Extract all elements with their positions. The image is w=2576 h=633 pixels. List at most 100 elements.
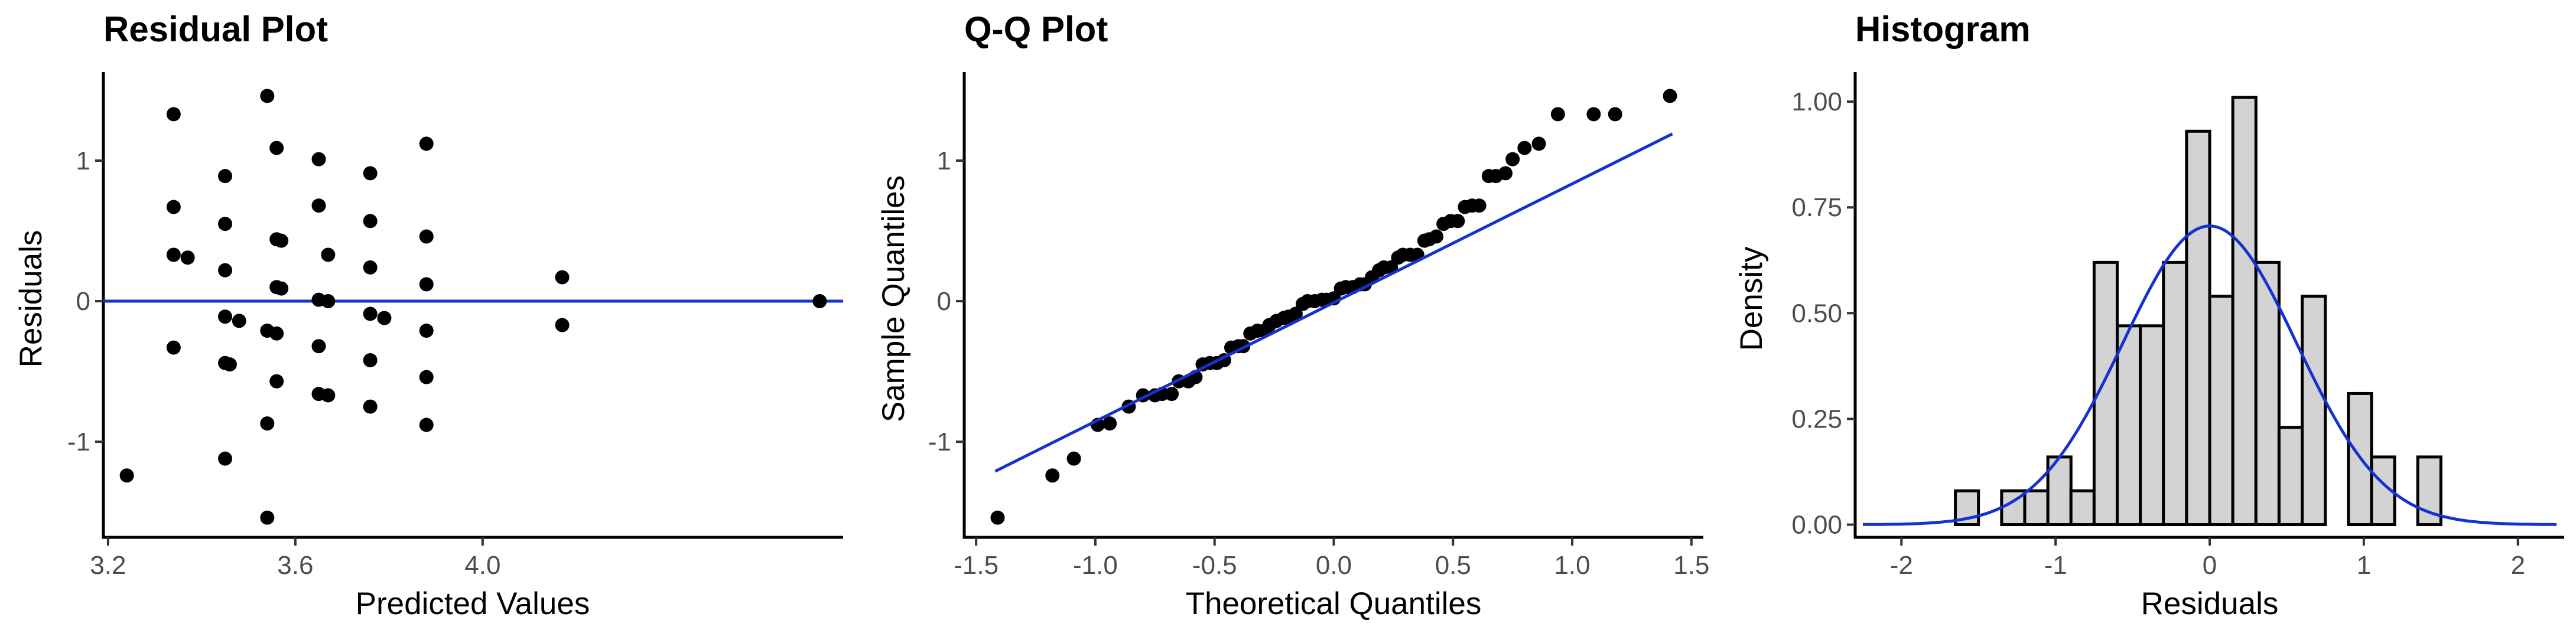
residual-plot-point (166, 247, 181, 262)
qq-plot-point (1586, 107, 1601, 122)
residual-plot-point (269, 141, 284, 155)
residual-plot-point (260, 89, 275, 103)
histogram-ylabel: Density (1734, 246, 1769, 351)
qq-plot-point (1531, 136, 1546, 151)
qq-plot-point (1429, 229, 1444, 244)
histogram-bar (2115, 324, 2142, 527)
qq-plot-reference-line (994, 132, 1673, 473)
residual-plot-x-tick-label: 3.2 (90, 551, 126, 580)
qq-plot-point (1608, 107, 1622, 122)
qq-plot-x-tick-label: -1.5 (954, 551, 998, 580)
histogram-bar (2254, 260, 2281, 527)
qq-plot-point (1550, 107, 1565, 122)
residual-plot-point (274, 233, 289, 248)
residual-plot-point (363, 399, 378, 414)
qq-plot-point (1498, 166, 1513, 181)
histogram-bar (2277, 426, 2304, 527)
qq-plot-x-tick-label: 1.5 (1673, 551, 1709, 580)
residual-plot-point (419, 324, 434, 338)
histogram-x-tick-label: 2 (2510, 551, 2525, 580)
qq-plot-y-tick-label: 1 (937, 146, 951, 175)
residual-plot-point (419, 417, 434, 432)
residual-plot-point (218, 263, 233, 278)
residual-plot-point (419, 136, 434, 151)
residual-plot-ylabel: Residuals (14, 230, 48, 368)
residual-plot-title: Residual Plot (103, 9, 328, 49)
residual-plot-point (119, 468, 134, 483)
residual-plot-y-tick-label: 1 (76, 146, 90, 175)
histogram-bar (2185, 129, 2211, 527)
residual-plot-point (377, 311, 392, 325)
qq-plot-point (1517, 141, 1532, 155)
histogram-x-tick-label: -2 (1890, 551, 1913, 580)
residual-plot-point (218, 169, 233, 184)
histogram-x-tick-label: 0 (2203, 551, 2217, 580)
residual-plot-point (321, 294, 336, 309)
histogram-bar (2069, 489, 2096, 527)
residual-plot-point (260, 510, 275, 525)
histogram-bar (2139, 324, 2165, 527)
residual-plot-point (311, 198, 326, 213)
residual-plot-point (222, 357, 237, 372)
residual-plot-point (363, 260, 378, 275)
qq-plot-x-tick-label: -0.5 (1192, 551, 1237, 580)
residual-plot-point (419, 229, 434, 244)
residual-plot-y-tick-label: 0 (76, 287, 90, 316)
residual-plot-point (260, 416, 275, 431)
histogram-y-tick-label: 0.25 (1791, 404, 1842, 433)
histogram-y-tick-label: 0.50 (1791, 299, 1842, 328)
residual-plot-x-tick-label: 4.0 (464, 551, 500, 580)
residual-plot-point (311, 339, 326, 354)
residual-plot-point (812, 294, 827, 309)
residual-plot-point (269, 326, 284, 341)
residual-plot-point (166, 200, 181, 214)
residual-plot-point (555, 318, 570, 332)
residual-plot-y-tick-label: -1 (67, 428, 90, 456)
residual-plot-point (166, 340, 181, 355)
histogram-panel: Histogram Density Residuals 0.00 0.25 0.50… (1734, 9, 2564, 621)
residual-plot-panel: Residual Plot Residuals Predicted Values… (14, 9, 843, 621)
histogram-bar (2023, 489, 2050, 527)
qq-plot-point (1505, 152, 1520, 167)
qq-plot-point (990, 510, 1005, 525)
residual-plot-point (166, 107, 181, 122)
residual-plot-point (269, 374, 284, 389)
residual-plot-point (180, 250, 195, 265)
residual-plot-point (218, 217, 233, 231)
qq-plot-title: Q-Q Plot (964, 9, 1108, 49)
histogram-y-tick-label: 1.00 (1791, 87, 1842, 116)
qq-plot-y-tick-label: 0 (937, 287, 951, 316)
histogram-title: Histogram (1855, 9, 2031, 49)
qq-plot-xlabel: Theoretical Quantiles (1186, 586, 1482, 621)
histogram-xlabel: Residuals (2141, 586, 2279, 621)
residual-plot-point (419, 370, 434, 384)
histogram-x-tick-label: -1 (2044, 551, 2067, 580)
qq-plot-panel: Q-Q Plot Sample Quantiles Theoretical Qu… (876, 9, 1709, 621)
qq-plot-point (1663, 89, 1677, 103)
residual-plot-point (363, 166, 378, 181)
residual-plot-point (419, 277, 434, 292)
qq-plot-point (1102, 416, 1117, 431)
residual-plot-point (321, 388, 336, 403)
qq-plot-ylabel: Sample Quantiles (876, 175, 911, 422)
qq-plot-x-tick-label: 0.0 (1316, 551, 1352, 580)
residual-plot-point (321, 247, 336, 262)
residual-plot-point (555, 270, 570, 285)
qq-plot-point (1288, 306, 1303, 321)
histogram-y-tick-label: 0.00 (1791, 511, 1842, 540)
residual-plot-point (274, 281, 289, 296)
residual-plot-point (311, 152, 326, 167)
qq-plot-point (1450, 214, 1465, 229)
histogram-bar (2208, 295, 2235, 527)
qq-plot-point (1066, 451, 1081, 466)
histogram-x-tick-label: 1 (2357, 551, 2371, 580)
histogram-bar (2162, 260, 2188, 527)
histogram-bar (2231, 96, 2258, 527)
qq-plot-point (1472, 198, 1487, 213)
residual-plot-point (232, 314, 246, 328)
residual-plot-point (218, 309, 233, 324)
histogram-density-curve (1863, 224, 2557, 526)
residual-plot-point (363, 306, 378, 321)
qq-plot-x-tick-label: 0.5 (1435, 551, 1471, 580)
